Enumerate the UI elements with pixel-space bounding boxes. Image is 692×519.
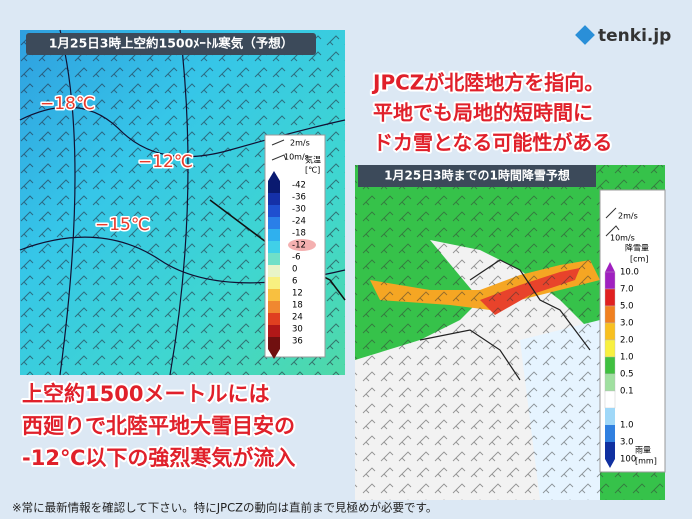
colorbar-cell [605, 408, 615, 425]
colorbar-cell [268, 325, 280, 337]
legend-tick: 0.5 [620, 370, 634, 380]
legend-tick: 100 [620, 455, 636, 465]
colorbar-cell [268, 277, 280, 289]
legend-tick: 5.0 [620, 302, 634, 312]
right-legend: 2m/s 10m/s 降雪量 [cm] 雨量 [mm] 10.0 7.0 5.0 3.… [599, 189, 666, 473]
colorbar-cell [268, 313, 280, 325]
colorbar-end [605, 459, 615, 468]
colorbar-cell [268, 289, 280, 301]
wind-label: 2m/s [290, 139, 310, 148]
headline: 平地でも局地的短時間に [373, 101, 593, 125]
legend-tick: 12 [292, 289, 303, 299]
caption: 西廻りで北陸平地大雪目安の [22, 414, 295, 438]
colorbar-cell [604, 271, 616, 290]
colorbar-end [268, 171, 280, 181]
highlight [288, 239, 316, 251]
colorbar-cell [605, 442, 615, 459]
legend-tick: -24 [292, 217, 306, 227]
temp-label: −15℃ [95, 215, 150, 235]
caption: -12℃以下の強烈寒気が流入 [22, 446, 295, 470]
colorbar-cell [268, 253, 280, 265]
legend-tick: -30 [292, 205, 306, 215]
colorbar-cell [604, 356, 616, 375]
unit-title: 降雪量 [625, 243, 649, 253]
colorbar-cell [268, 217, 280, 229]
legend-tick: 6 [292, 277, 297, 287]
headline: ドカ雪となる可能性がある [373, 131, 612, 155]
colorbar-cell [604, 322, 616, 341]
colorbar-cell [268, 205, 280, 217]
temp-label: −12℃ [138, 152, 193, 172]
legend-tick: 3.0 [620, 438, 634, 448]
legend-tick: 0 [292, 265, 297, 275]
legend-tick: 7.0 [620, 285, 634, 295]
unit: [cm] [630, 255, 648, 264]
colorbar-cell [268, 301, 280, 313]
logo: tenki.jp [575, 25, 671, 46]
wind-label: 10m/s [610, 234, 635, 243]
colorbar-cell [268, 229, 280, 241]
colorbar-cell [604, 288, 616, 307]
wind-label: 10m/s [284, 153, 309, 162]
legend-tick: 24 [292, 313, 303, 323]
legend-tick: -18 [292, 229, 306, 239]
headline: JPCZが北陸地方を指向。 [371, 71, 604, 95]
legend-tick: -12 [292, 241, 306, 251]
right-title: 1月25日3時までの1時間降雪予想 [384, 168, 570, 183]
wind-label: 2m/s [618, 212, 638, 221]
colorbar-cell [268, 193, 280, 205]
colorbar-cell [268, 241, 280, 253]
legend-tick: 1.0 [620, 421, 634, 431]
legend-tick: 1.0 [620, 353, 634, 363]
legend-tick: -42 [292, 181, 306, 191]
legend-tick: 0.1 [620, 387, 634, 397]
colorbar-cell [268, 265, 280, 277]
colorbar-cell [604, 373, 616, 392]
unit-title: 雨量 [635, 446, 651, 455]
colorbar-cell [268, 337, 280, 349]
legend-tick: -6 [292, 253, 300, 263]
temp-label: −18℃ [40, 94, 95, 114]
legend-tick: 36 [292, 337, 303, 347]
logo-text: tenki.jp [598, 26, 671, 46]
colorbar-cell [605, 425, 615, 442]
legend-tick: -36 [292, 193, 306, 203]
caption: 上空約1500メートルには [22, 382, 269, 406]
unit: [℃] [305, 166, 320, 175]
unit: [mm] [635, 457, 657, 466]
left-title: 1月25日3時上空約1500ﾒｰﾄﾙ寒気（予想） [49, 36, 294, 51]
legend-tick: 2.0 [620, 336, 634, 346]
colorbar-cell [604, 390, 616, 409]
legend-tick: 10.0 [620, 268, 639, 278]
colorbar-end [268, 349, 280, 359]
left-legend: 2m/s 10m/s 気温 [℃] -42 -36 -30 -24 -18 -12 -6 0 6… [264, 134, 326, 359]
colorbar-end [605, 262, 615, 272]
title-box [26, 33, 316, 55]
colorbar-cell [604, 305, 616, 324]
legend-tick: 18 [292, 301, 303, 311]
colorbar-cell [604, 339, 616, 358]
legend-tick: 30 [292, 325, 303, 335]
unit-title: 気温 [305, 155, 321, 165]
title-box [358, 165, 596, 187]
colorbar-cell [268, 181, 280, 193]
footer: ※常に最新情報を確認して下さい。特にJPCZの動向は直前まで見極めが必要です。 [12, 501, 437, 515]
legend-tick: 3.0 [620, 319, 634, 329]
